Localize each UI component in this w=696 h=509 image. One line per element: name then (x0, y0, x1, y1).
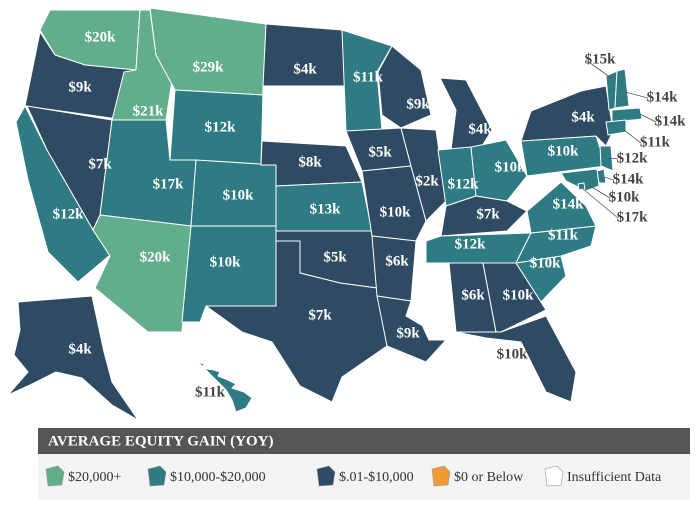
state (611, 107, 643, 123)
state-label: $10k (210, 254, 242, 270)
state-label: $4k (571, 109, 595, 125)
state-label: $9k (406, 96, 430, 112)
state-label: $7k (308, 307, 332, 323)
state-label: $4k (68, 341, 92, 357)
state-label: $6k (385, 253, 409, 269)
state-label: $10k (495, 159, 527, 175)
state-label: $12k (448, 176, 480, 192)
state (439, 77, 493, 151)
state-label: $20k (140, 249, 172, 265)
state-label: $11k (195, 384, 226, 400)
state-label: $15k (585, 51, 617, 67)
state (577, 182, 586, 191)
state-label: $12k (205, 119, 237, 135)
state-label: $9k (396, 325, 420, 341)
state (197, 361, 253, 413)
legend-label: $20,000+ (68, 470, 122, 485)
state-labels: $20k $9k $21k $29k $12k $7k $12k $17k $20k $10k $1… (53, 29, 687, 400)
state-label: $9k (68, 79, 92, 95)
state-label: $14k (655, 113, 687, 129)
legend-label: $10,000-$20,000 (170, 470, 266, 485)
state-label: $14k (647, 89, 679, 105)
state-label: $6k (461, 287, 485, 303)
legend-swatch (45, 465, 65, 487)
legend-label: $.01-$10,000 (339, 470, 414, 485)
state (15, 105, 111, 283)
state (520, 85, 614, 147)
state-label: $4k (468, 121, 492, 137)
state (624, 27, 667, 101)
state-label: $10k (503, 287, 535, 303)
legend-swatch (431, 465, 451, 487)
state (261, 85, 347, 147)
leader-line (623, 129, 642, 144)
legend-title: AVERAGE EQUITY GAIN (YOY) (48, 433, 273, 449)
state-label: $11k (640, 134, 671, 150)
state-label: $14k (613, 171, 645, 187)
state-label: $7k (88, 156, 112, 172)
state (605, 119, 627, 136)
state-label: $13k (310, 201, 342, 217)
state-label: $11k (353, 69, 384, 85)
state-label: $11k (548, 227, 579, 243)
state-label: $8k (298, 154, 322, 170)
state-label: $12k (53, 206, 85, 222)
state (599, 145, 614, 172)
state (560, 168, 600, 192)
state-label: $12k (617, 150, 649, 166)
state-label: $14k (553, 196, 585, 212)
state-label: $21k (133, 103, 165, 119)
legend-swatch (147, 465, 167, 487)
state (341, 29, 393, 132)
leader-line (603, 176, 615, 181)
legend-label: $0 or Below (454, 470, 524, 485)
state (361, 165, 427, 242)
state-label: $17k (617, 209, 649, 225)
legend-swatch (544, 465, 564, 487)
leader-line (624, 91, 649, 99)
state-label: $10k (530, 255, 562, 271)
leader-line (585, 59, 612, 79)
leader-line (589, 185, 611, 199)
state (515, 225, 597, 264)
state (92, 214, 192, 333)
legend-swatch (316, 465, 336, 487)
state-label: $10k (548, 143, 580, 159)
state-label: $10k (223, 187, 255, 203)
state-label: $10k (497, 346, 529, 362)
legend-label: Insufficient Data (567, 470, 662, 485)
state (614, 68, 630, 109)
states (7, 7, 667, 421)
leader-line (609, 157, 619, 160)
state-label: $20k (85, 29, 117, 45)
state-label: $29k (193, 59, 225, 75)
legend-header (38, 428, 690, 454)
state-label: $4k (293, 61, 317, 77)
state-label: $12k (455, 236, 487, 252)
state-label: $5k (368, 144, 392, 160)
legend-body (38, 454, 690, 500)
state (205, 240, 388, 403)
leader-line (639, 113, 657, 123)
leader-line (582, 188, 619, 219)
state-label: $10k (609, 189, 641, 205)
state (482, 262, 547, 333)
state (506, 175, 562, 212)
state (455, 315, 577, 403)
state-label: $7k (476, 206, 500, 222)
state (400, 127, 447, 222)
state (410, 262, 452, 341)
state-label: $10k (380, 204, 412, 220)
state-label: $5k (323, 249, 347, 265)
state (377, 45, 432, 129)
legend: $20,000+ $10,000-$20,000 $.01-$10,000 $0 or… (45, 465, 662, 487)
state-label: $17k (153, 176, 185, 192)
state-label: $2k (415, 173, 439, 189)
state (7, 295, 139, 421)
